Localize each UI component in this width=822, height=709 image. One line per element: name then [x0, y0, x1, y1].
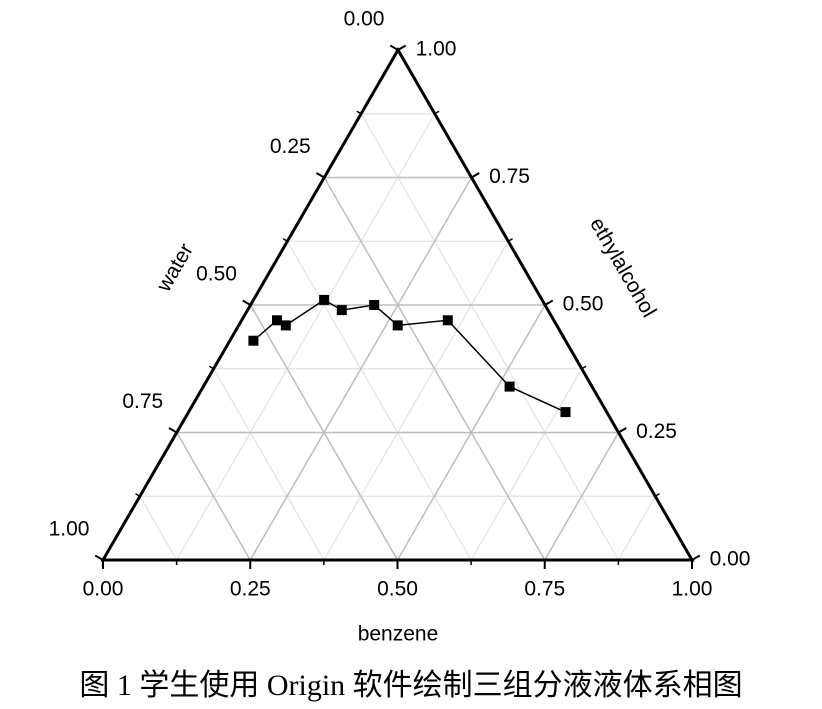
left-tick-label: 0.75 — [122, 390, 163, 413]
data-point — [271, 315, 282, 326]
series-line — [252, 299, 566, 413]
tick-mark — [544, 299, 554, 306]
left-tick-label: 1.00 — [49, 518, 90, 541]
left-axis-title: water — [152, 240, 198, 297]
data-point — [319, 294, 330, 305]
data-point — [369, 300, 380, 310]
tick-mark — [389, 44, 399, 51]
right-tick-label: 0.00 — [710, 548, 751, 571]
grid-line — [323, 177, 546, 561]
minor-grid-line — [323, 240, 509, 561]
bottom-tick-label: 0.00 — [83, 578, 124, 601]
data-point — [248, 335, 259, 346]
minor-grid-line — [470, 368, 583, 561]
tick-mark — [168, 427, 178, 434]
minor-grid-line — [213, 368, 325, 561]
right-tick-label: 1.00 — [416, 38, 457, 61]
data-point — [392, 320, 403, 331]
data-point — [504, 381, 515, 392]
tick-mark — [397, 44, 407, 51]
bottom-tick-label: 0.25 — [230, 578, 271, 601]
grid-line — [176, 432, 251, 561]
data-point — [442, 315, 453, 326]
tick-mark — [94, 554, 104, 561]
right-tick-label: 0.25 — [636, 420, 677, 443]
right-tick-label: 0.50 — [563, 293, 604, 316]
minor-grid-line — [360, 113, 619, 561]
minor-grid-line — [139, 495, 178, 561]
tick-mark — [242, 299, 252, 306]
bottom-tick-label: 0.50 — [377, 578, 418, 601]
left-tick-label: 0.00 — [344, 8, 385, 31]
minor-grid-line — [286, 240, 472, 561]
right-tick-label: 0.75 — [489, 165, 530, 188]
data-point — [336, 305, 347, 316]
left-tick-label: 0.25 — [270, 135, 311, 158]
tick-mark — [691, 554, 701, 561]
tick-mark — [617, 427, 627, 434]
grid-line — [249, 304, 399, 561]
tick-mark — [470, 172, 480, 179]
tick-mark — [315, 172, 325, 179]
left-tick-label: 0.50 — [196, 263, 237, 286]
bottom-tick-label: 1.00 — [672, 578, 713, 601]
minor-grid-line — [176, 113, 436, 561]
grid-line — [249, 177, 473, 561]
data-point — [560, 407, 571, 418]
grid-line — [544, 432, 620, 561]
data-point — [280, 320, 291, 331]
minor-grid-line — [617, 495, 656, 561]
bottom-tick-label: 0.75 — [524, 578, 565, 601]
bottom-axis-title: benzene — [358, 623, 439, 646]
caption: 图 1 学生使用 Origin 软件绘制三组分液液体系相图 — [79, 669, 742, 702]
